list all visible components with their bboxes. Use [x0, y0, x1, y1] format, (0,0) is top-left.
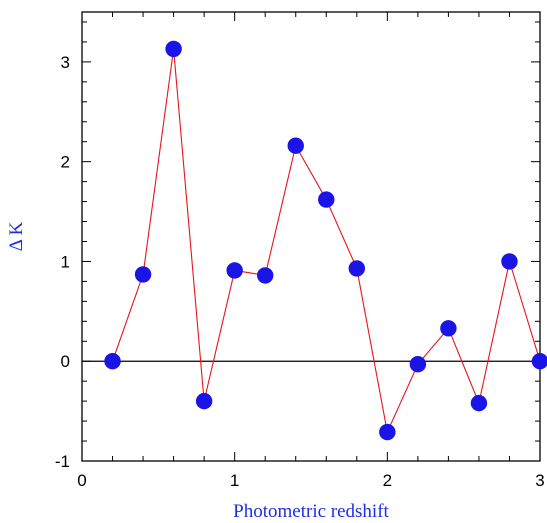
data-point: [195, 392, 213, 410]
data-point: [379, 423, 396, 441]
x-tick-label: 2: [383, 471, 392, 490]
y-tick-label: 3: [61, 53, 70, 72]
axis-ticks-group: [81, 12, 541, 462]
y-tick-label: 0: [61, 352, 70, 371]
plot-frame: [81, 11, 541, 462]
series-group: [104, 40, 547, 441]
y-tick-label: 2: [61, 153, 70, 172]
x-axis-title: Photometric redshift: [233, 501, 389, 522]
data-point: [165, 40, 182, 58]
data-point: [440, 320, 457, 337]
y-axis-title: Δ K: [6, 221, 27, 251]
x-tick-label: 3: [535, 471, 544, 490]
y-tick-label: 1: [61, 252, 70, 271]
data-point: [134, 266, 152, 283]
plot-frame-group: [81, 11, 541, 462]
data-point: [409, 356, 427, 373]
data-point: [104, 353, 121, 370]
x-tick-label: 1: [230, 471, 239, 490]
y-tick-label: -1: [55, 452, 70, 471]
axis-labels-group: 0 1 2 3 -1 0 1 2 3 Photometric redshift Δ K: [6, 53, 545, 522]
x-tick-label: 0: [77, 471, 86, 490]
data-point: [318, 191, 335, 208]
data-point: [226, 262, 243, 279]
data-point: [287, 137, 304, 154]
data-point: [501, 253, 518, 270]
data-point: [531, 353, 547, 370]
data-point: [470, 394, 488, 412]
series-line: [111, 48, 541, 434]
data-point: [348, 260, 365, 277]
data-point: [257, 267, 274, 284]
